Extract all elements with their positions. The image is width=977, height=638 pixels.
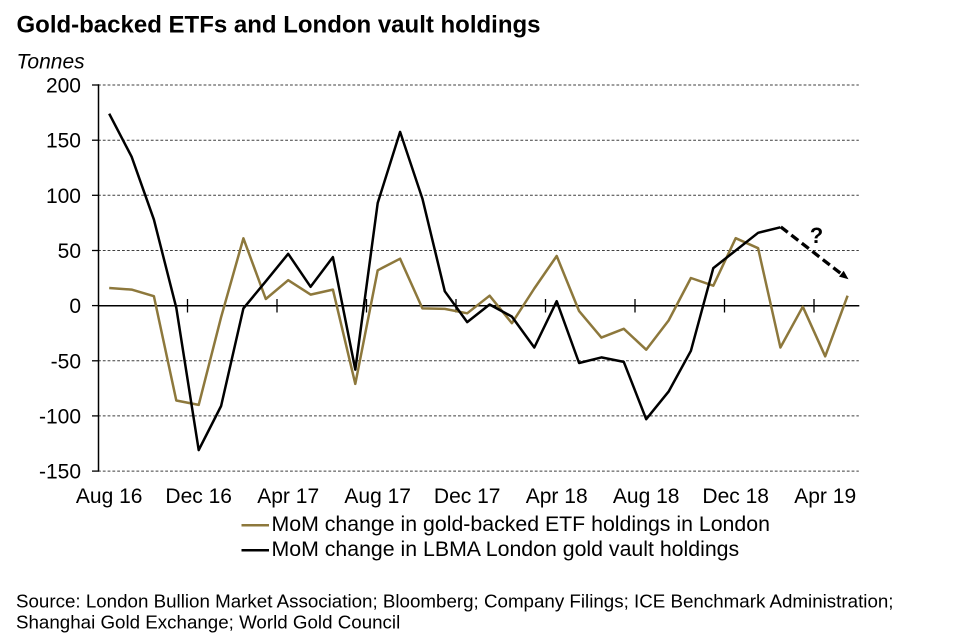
svg-text:Aug 17: Aug 17 — [344, 485, 411, 508]
svg-text:-50: -50 — [51, 350, 81, 373]
svg-text:50: 50 — [58, 240, 81, 263]
svg-text:Shanghai Gold Exchange; World: Shanghai Gold Exchange; World Gold Counc… — [16, 612, 400, 633]
svg-text:-150: -150 — [39, 461, 81, 484]
svg-text:100: 100 — [46, 185, 81, 208]
svg-text:Dec 16: Dec 16 — [165, 485, 232, 508]
svg-text:Dec 18: Dec 18 — [702, 485, 769, 508]
svg-text:150: 150 — [46, 130, 81, 153]
svg-text:Aug 16: Aug 16 — [76, 485, 143, 508]
svg-text:Tonnes: Tonnes — [17, 51, 86, 74]
svg-text:Aug 18: Aug 18 — [613, 485, 680, 508]
svg-text:Dec 17: Dec 17 — [434, 485, 501, 508]
svg-text:Apr 19: Apr 19 — [794, 485, 856, 508]
svg-text:Gold-backed ETFs and London va: Gold-backed ETFs and London vault holdin… — [17, 12, 541, 39]
svg-text:MoM change in gold-backed ETF: MoM change in gold-backed ETF holdings i… — [272, 512, 770, 536]
svg-text:Apr 18: Apr 18 — [526, 485, 588, 508]
svg-text:MoM change in LBMA London gold: MoM change in LBMA London gold vault hol… — [272, 537, 740, 561]
svg-text:-100: -100 — [39, 405, 81, 428]
svg-text:0: 0 — [69, 295, 81, 318]
svg-text:200: 200 — [46, 75, 81, 98]
svg-text:Apr 17: Apr 17 — [257, 485, 319, 508]
svg-text:?: ? — [810, 223, 823, 248]
svg-text:Source: London Bullion Market: Source: London Bullion Market Associatio… — [16, 590, 894, 611]
